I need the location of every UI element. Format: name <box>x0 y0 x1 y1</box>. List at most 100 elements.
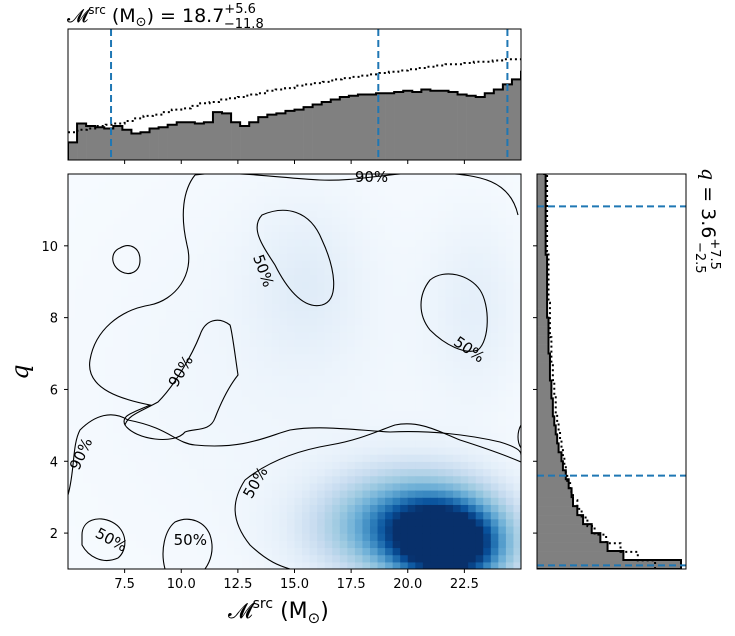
heatmap-cell <box>347 461 356 470</box>
heatmap-cell <box>279 224 288 233</box>
heatmap-cell <box>90 375 99 383</box>
top-hist-bar <box>149 128 159 160</box>
heatmap-cell <box>354 468 364 477</box>
heatmap-cell <box>475 403 484 412</box>
heatmap-cell <box>83 389 92 398</box>
heatmap-cell <box>219 497 228 505</box>
heatmap-cell <box>264 174 273 182</box>
heatmap-cell <box>135 504 145 513</box>
heatmap-cell <box>90 324 99 333</box>
heatmap-cell <box>437 547 447 556</box>
heatmap-cell <box>105 367 114 376</box>
heatmap-cell <box>135 403 145 412</box>
heatmap-cell <box>430 188 439 197</box>
heatmap-cell <box>151 439 160 448</box>
heatmap-cell <box>332 554 341 563</box>
heatmap-cell <box>392 540 401 549</box>
heatmap-cell <box>317 561 326 569</box>
heatmap-cell <box>90 310 99 319</box>
heatmap-cell <box>271 245 280 254</box>
heatmap-cell <box>513 181 521 189</box>
heatmap-cell <box>332 461 341 470</box>
heatmap-cell <box>241 533 250 541</box>
heatmap-cell <box>332 389 341 398</box>
heatmap-cell <box>234 217 243 225</box>
heatmap-cell <box>105 245 114 254</box>
heatmap-cell <box>400 202 409 211</box>
heatmap-cell <box>513 267 521 276</box>
heatmap-cell <box>234 446 243 455</box>
heatmap-cell <box>211 497 220 505</box>
heatmap-cell <box>483 504 492 513</box>
heatmap-cell <box>354 518 364 527</box>
heatmap-cell <box>453 382 462 391</box>
heatmap-cell <box>211 375 220 383</box>
heatmap-cell <box>68 238 77 247</box>
heatmap-cell <box>468 425 477 434</box>
heatmap-cell <box>453 439 462 448</box>
heatmap-cell <box>490 504 499 513</box>
heatmap-cell <box>347 382 356 391</box>
heatmap-cell <box>407 260 416 268</box>
heatmap-cell <box>362 296 371 304</box>
heatmap-cell <box>151 411 160 419</box>
heatmap-cell <box>513 188 521 197</box>
heatmap-cell <box>286 324 296 333</box>
heatmap-cell <box>279 332 288 340</box>
heatmap-cell <box>83 454 92 462</box>
heatmap-cell <box>460 389 469 398</box>
heatmap-cell <box>445 202 454 211</box>
heatmap-cell <box>173 432 182 441</box>
heatmap-cell <box>483 209 492 218</box>
heatmap-cell <box>249 561 258 569</box>
heatmap-cell <box>188 274 197 283</box>
heatmap-cell <box>120 360 129 369</box>
heatmap-cell <box>437 353 447 362</box>
heatmap-cell <box>135 317 145 326</box>
heatmap-cell <box>241 468 250 477</box>
heatmap-cell <box>339 209 348 218</box>
heatmap-cell <box>90 425 99 434</box>
heatmap-cell <box>302 482 311 491</box>
heatmap-cell <box>271 554 280 563</box>
heatmap-cell <box>309 181 318 189</box>
heatmap-cell <box>513 403 521 412</box>
heatmap-cell <box>347 303 356 312</box>
heatmap-cell <box>460 411 469 419</box>
heatmap-cell <box>377 482 386 491</box>
heatmap-cell <box>362 425 371 434</box>
heatmap-cell <box>203 231 213 240</box>
heatmap-cell <box>68 346 77 355</box>
heatmap-cell <box>264 188 273 197</box>
heatmap-cell <box>166 396 175 405</box>
heatmap-cell <box>422 454 431 462</box>
heatmap-cell <box>362 281 371 290</box>
heatmap-cell <box>271 375 280 383</box>
heatmap-cell <box>392 281 401 290</box>
heatmap-cell <box>113 339 122 347</box>
heatmap-cell <box>158 260 167 268</box>
heatmap-cell <box>256 181 265 189</box>
heatmap-cell <box>234 238 243 247</box>
heatmap-cell <box>370 382 379 391</box>
heatmap-cell <box>385 518 394 527</box>
heatmap-cell <box>354 490 364 498</box>
heatmap-cell <box>90 446 99 455</box>
right-hist-bar <box>537 335 549 345</box>
heatmap-cell <box>324 332 333 340</box>
heatmap-cell <box>256 346 265 355</box>
heatmap-cell <box>362 224 371 233</box>
heatmap-cell <box>234 497 243 505</box>
heatmap-cell <box>234 267 243 276</box>
heatmap-cell <box>219 446 228 455</box>
heatmap-cell <box>475 561 484 569</box>
heatmap-cell <box>430 245 439 254</box>
heatmap-cell <box>219 554 228 563</box>
heatmap-cell <box>332 317 341 326</box>
heatmap-cell <box>505 209 515 218</box>
heatmap-cell <box>241 518 250 527</box>
heatmap-cell <box>151 202 160 211</box>
heatmap-cell <box>385 195 394 204</box>
heatmap-cell <box>68 245 77 254</box>
heatmap-cell <box>400 353 409 362</box>
